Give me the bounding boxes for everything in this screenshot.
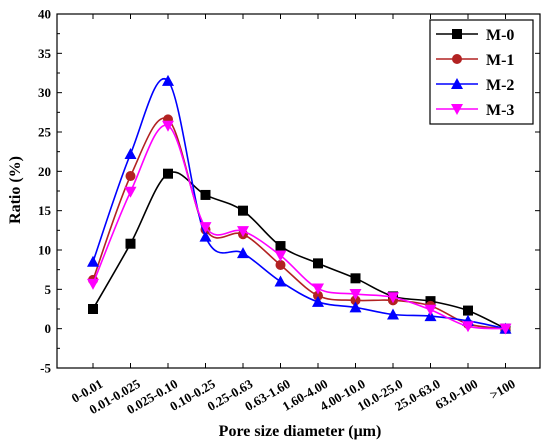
data-point xyxy=(350,295,361,306)
legend-item: M-3 xyxy=(436,102,514,119)
legend-item: M-0 xyxy=(436,27,514,44)
data-point xyxy=(199,222,212,234)
y-tick-label: 35 xyxy=(38,46,52,61)
legend-label: M-1 xyxy=(486,52,514,69)
series-line xyxy=(92,171,506,330)
series-M-3 xyxy=(87,120,512,335)
legend-item: M-1 xyxy=(436,52,514,69)
legend-label: M-2 xyxy=(486,77,514,94)
y-tick-label: 30 xyxy=(38,85,51,100)
y-axis-title: Ratio (%) xyxy=(7,156,24,224)
y-tick-label: -5 xyxy=(40,361,51,376)
y-tick-label: 40 xyxy=(38,7,51,22)
data-point xyxy=(162,74,174,86)
data-point xyxy=(275,259,286,270)
data-point xyxy=(463,305,473,316)
series-line xyxy=(92,117,506,330)
y-tick-label: 20 xyxy=(38,164,51,179)
x-tick-label: 63.0-100 xyxy=(432,376,480,412)
data-point xyxy=(275,241,286,252)
series-line xyxy=(92,124,506,330)
series-M-1 xyxy=(88,114,511,334)
data-point xyxy=(274,250,287,262)
data-point xyxy=(274,275,287,287)
data-point xyxy=(424,304,437,316)
data-point xyxy=(312,283,324,295)
data-point xyxy=(200,189,211,200)
y-tick-label: 25 xyxy=(38,125,52,140)
y-tick-label: 15 xyxy=(38,203,52,218)
data-point xyxy=(349,289,362,301)
data-point xyxy=(237,226,249,238)
legend-marker xyxy=(452,29,462,39)
series-M-0 xyxy=(88,168,511,334)
y-tick-label: 10 xyxy=(38,243,51,258)
data-point xyxy=(199,230,212,242)
legend-label: M-0 xyxy=(486,27,514,44)
data-point xyxy=(313,258,323,269)
legend-item: M-2 xyxy=(436,77,514,94)
data-point xyxy=(462,321,474,333)
data-point xyxy=(125,171,136,182)
legend-marker xyxy=(451,104,463,115)
data-point xyxy=(88,304,98,314)
y-tick-label: 5 xyxy=(45,282,52,297)
data-point xyxy=(350,273,361,284)
data-point xyxy=(162,120,174,132)
data-point xyxy=(125,238,136,249)
data-point xyxy=(238,205,248,216)
series-M-2 xyxy=(87,74,512,334)
data-point xyxy=(87,278,99,290)
data-point xyxy=(124,186,137,198)
x-tick-label: >100 xyxy=(487,376,518,402)
data-point xyxy=(87,255,99,267)
data-point xyxy=(349,301,362,313)
legend-box xyxy=(429,19,534,125)
x-axis-title: Pore size diameter (μm) xyxy=(219,423,382,440)
data-point xyxy=(163,168,173,179)
data-point xyxy=(124,148,137,160)
data-point xyxy=(387,292,399,304)
data-point xyxy=(312,295,324,307)
legend-marker xyxy=(451,78,463,89)
y-tick-label: 0 xyxy=(45,321,52,336)
legend-label: M-3 xyxy=(486,102,514,119)
data-point xyxy=(237,247,249,259)
legend-marker xyxy=(452,54,462,64)
data-point xyxy=(313,290,323,301)
data-point xyxy=(387,308,399,320)
data-point xyxy=(499,323,512,335)
